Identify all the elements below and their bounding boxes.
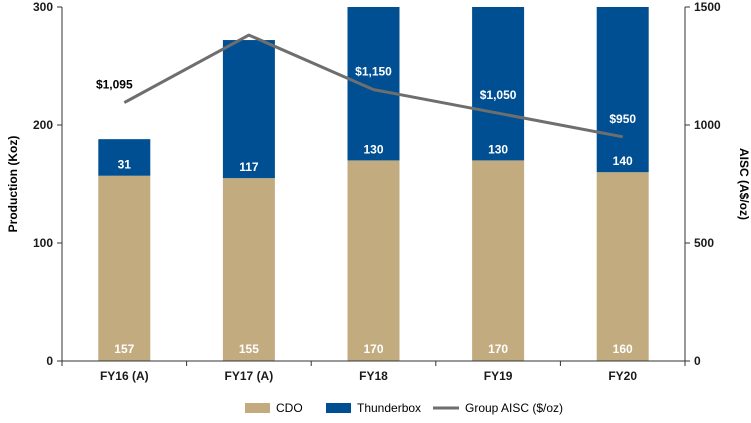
- legend: CDO Thunderbox Group AISC ($/oz): [245, 401, 563, 415]
- label-aisc-2: $1,150: [355, 65, 392, 79]
- y-tick-left-label-1: 100: [33, 236, 53, 250]
- bar-thunderbox-3: [472, 7, 525, 161]
- bar-cdo-4: [596, 172, 649, 361]
- y-tick-left-label-3: 300: [33, 0, 53, 14]
- bar-thunderbox-2: [347, 7, 400, 161]
- label-thunderbox-3: 130: [488, 142, 508, 156]
- data-labels-group: 157 31 155 117 170 130 170 130 160 140 $1,095 $1,38…: [96, 10, 636, 356]
- x-tick-label-3: FY19: [484, 369, 513, 383]
- y-axis-title-left: Production (Koz): [6, 136, 20, 233]
- y-tick-left-label-2: 200: [33, 118, 53, 132]
- bar-thunderbox-0: [98, 139, 151, 176]
- bar-cdo-2: [347, 160, 400, 361]
- bar-thunderbox-4: [596, 7, 649, 173]
- y-tick-right-label-1: 500: [694, 236, 714, 250]
- label-aisc-1: $1,381: [231, 10, 268, 24]
- label-cdo-3: 170: [488, 342, 508, 356]
- label-aisc-0: $1,095: [96, 78, 133, 92]
- label-aisc-4: $950: [609, 112, 636, 126]
- aisc-line-group: [123, 33, 623, 139]
- aisc-line: [123, 33, 623, 139]
- bar-cdo-0: [98, 175, 151, 361]
- x-tick-label-2: FY18: [359, 369, 388, 383]
- axes-group: 0 100 200 300 0 500 1000 1500 FY16 (A) FY17 (A) FY…: [33, 0, 721, 383]
- legend-label-aisc: Group AISC ($/oz): [465, 401, 563, 415]
- label-thunderbox-4: 140: [613, 154, 633, 168]
- legend-swatch-thunderbox: [326, 403, 351, 413]
- label-thunderbox-0: 31: [118, 158, 132, 172]
- label-cdo-0: 157: [114, 342, 134, 356]
- label-aisc-3: $1,050: [480, 88, 517, 102]
- legend-label-thunderbox: Thunderbox: [357, 401, 421, 415]
- bar-cdo-3: [472, 160, 525, 361]
- label-thunderbox-1: 117: [239, 160, 259, 174]
- y-tick-left-label-0: 0: [46, 354, 53, 368]
- x-tick-label-1: FY17 (A): [225, 369, 274, 383]
- x-tick-label-4: FY20: [608, 369, 637, 383]
- y-tick-right-label-2: 1000: [694, 118, 721, 132]
- y-axis-title-right: AISC (A$/oz): [737, 148, 751, 220]
- label-cdo-2: 170: [363, 342, 383, 356]
- legend-label-cdo: CDO: [276, 401, 303, 415]
- x-tick-label-0: FY16 (A): [100, 369, 149, 383]
- label-thunderbox-2: 130: [363, 142, 383, 156]
- legend-swatch-cdo: [245, 403, 270, 413]
- bar-thunderbox-1: [222, 40, 275, 179]
- y-tick-right-label-0: 0: [694, 354, 701, 368]
- label-cdo-4: 160: [613, 342, 633, 356]
- y-tick-right-label-3: 1500: [694, 0, 721, 14]
- label-cdo-1: 155: [239, 342, 259, 356]
- bar-cdo-1: [222, 178, 275, 361]
- bars-group: [98, 7, 649, 361]
